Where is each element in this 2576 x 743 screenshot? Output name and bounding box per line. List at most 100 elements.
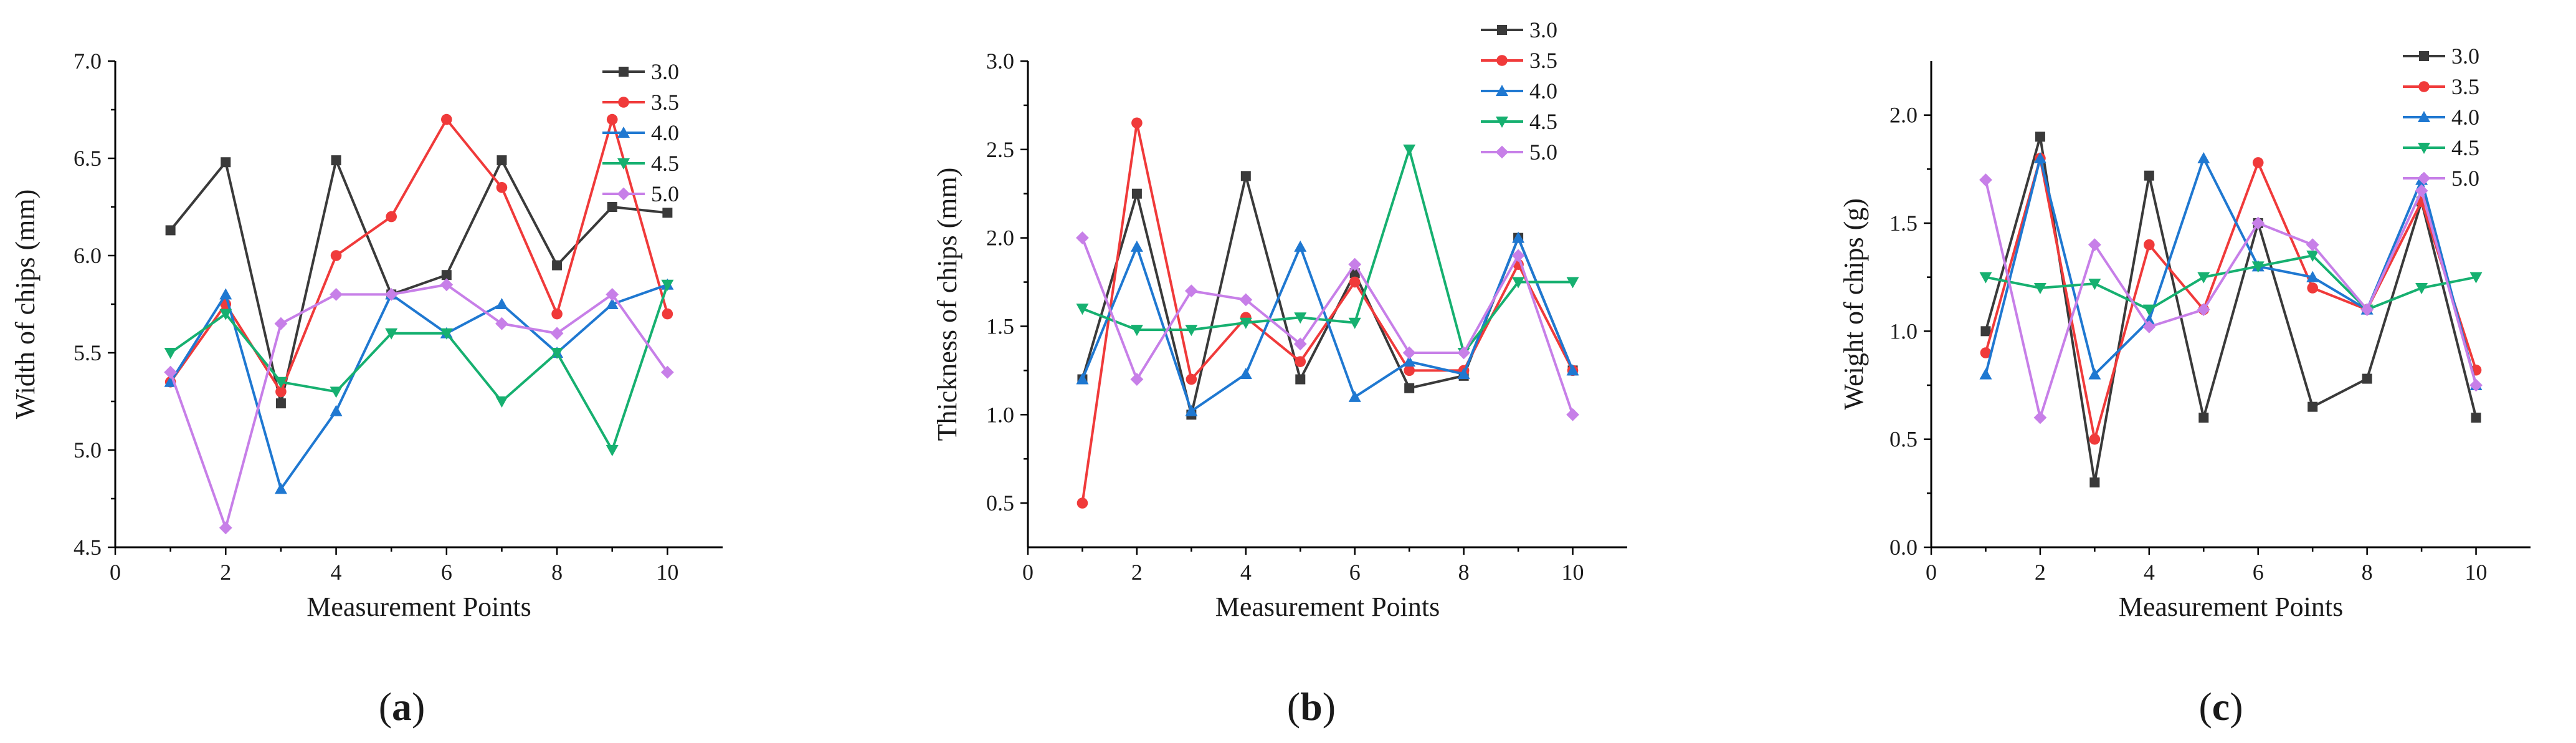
series-4.5 bbox=[164, 279, 674, 456]
data-point bbox=[1512, 231, 1525, 243]
data-point bbox=[1131, 117, 1143, 129]
legend-marker bbox=[1497, 25, 1507, 35]
series-line bbox=[1984, 158, 2478, 440]
data-point bbox=[1403, 144, 1416, 156]
y-axis-title: Width of chips (mm) bbox=[10, 189, 40, 419]
legend-marker bbox=[2418, 81, 2430, 92]
series-line bbox=[1985, 254, 2476, 312]
legend-marker bbox=[1496, 55, 1508, 66]
y-tick-label: 0.5 bbox=[986, 491, 1014, 515]
data-point bbox=[606, 113, 618, 125]
legend-label: 5.0 bbox=[2451, 166, 2479, 191]
x-tick-label: 2 bbox=[220, 560, 231, 585]
data-point bbox=[606, 288, 619, 301]
y-tick-label: 0.5 bbox=[1889, 427, 1918, 452]
data-point bbox=[2307, 401, 2318, 412]
data-point bbox=[1185, 325, 1198, 337]
data-point bbox=[2088, 238, 2101, 252]
data-point bbox=[441, 270, 452, 280]
data-point bbox=[1349, 276, 1361, 288]
series-line bbox=[1984, 136, 2478, 483]
data-point bbox=[1184, 284, 1198, 298]
data-point bbox=[2306, 238, 2319, 252]
data-point bbox=[2415, 184, 2428, 198]
data-point bbox=[2306, 251, 2319, 262]
y-tick-label: 1.0 bbox=[986, 402, 1014, 427]
series-line bbox=[1081, 237, 1574, 415]
legend-marker bbox=[2418, 111, 2430, 122]
legend: 3.0 3.5 4.0 4.5 5.0 bbox=[602, 59, 679, 206]
x-tick-label: 0 bbox=[1022, 560, 1034, 585]
data-point bbox=[2362, 373, 2372, 384]
x-tick-label: 2 bbox=[1131, 560, 1143, 585]
data-point bbox=[1295, 374, 1306, 385]
chart-panel-a: 0 2 4 6 8 10 4.5 5.0 5.5 6.0 6.5 7.0 Measurement Poi… bbox=[10, 49, 723, 729]
legend-label: 4.0 bbox=[651, 120, 679, 145]
series-line bbox=[1081, 145, 1573, 356]
data-point bbox=[2033, 152, 2046, 163]
data-point bbox=[551, 308, 563, 320]
data-point bbox=[2033, 283, 2046, 294]
legend-label: 4.0 bbox=[1529, 79, 1557, 103]
y-tick-label: 2.0 bbox=[986, 226, 1014, 251]
series-line bbox=[1081, 234, 1574, 413]
data-point bbox=[1402, 346, 1416, 360]
data-point bbox=[1403, 355, 1416, 367]
data-point bbox=[274, 482, 287, 494]
chart-panel-c: 0 2 4 6 8 10 0.0 0.5 1.0 1.5 2.0 Measurement Points… bbox=[1838, 44, 2531, 729]
data-point bbox=[1131, 188, 1142, 199]
data-point bbox=[1295, 356, 1306, 367]
data-point bbox=[1980, 326, 1991, 337]
legend-marker bbox=[619, 67, 629, 77]
legend-marker bbox=[617, 158, 630, 170]
data-point bbox=[497, 155, 507, 166]
data-point bbox=[606, 298, 619, 309]
legend-marker bbox=[617, 187, 630, 201]
x-tick-label: 8 bbox=[551, 560, 563, 585]
data-point bbox=[1076, 231, 1089, 245]
data-point bbox=[330, 405, 343, 416]
legend: 3.0 3.5 4.0 4.5 5.0 bbox=[2403, 44, 2479, 191]
data-point bbox=[1404, 383, 1415, 393]
data-point bbox=[330, 386, 343, 398]
data-point bbox=[164, 365, 178, 379]
series-line bbox=[1984, 155, 2478, 386]
y-axis-title: Thickness of chips (mm) bbox=[932, 168, 962, 441]
data-point bbox=[1457, 346, 1471, 360]
data-point bbox=[1294, 312, 1307, 324]
legend-label: 3.5 bbox=[2451, 74, 2479, 99]
data-point bbox=[2197, 152, 2210, 163]
data-point bbox=[1348, 257, 1362, 271]
data-point bbox=[2252, 157, 2264, 168]
data-point bbox=[2469, 378, 2483, 392]
series-line bbox=[169, 283, 668, 532]
y-tick-label: 0.0 bbox=[1889, 535, 1918, 560]
data-point bbox=[274, 317, 288, 330]
panel-label: (b) bbox=[1287, 684, 1336, 729]
data-point bbox=[495, 317, 508, 330]
legend-marker bbox=[1496, 85, 1508, 96]
x-tick-label: 8 bbox=[2362, 560, 2373, 585]
x-tick-label: 4 bbox=[1240, 560, 1252, 585]
data-point bbox=[1130, 373, 1144, 386]
data-point bbox=[550, 327, 564, 340]
legend-marker bbox=[1495, 145, 1509, 159]
series-4.0 bbox=[164, 278, 674, 494]
data-point bbox=[2415, 283, 2428, 294]
y-tick-label: 4.5 bbox=[74, 535, 102, 560]
data-point bbox=[2360, 303, 2374, 317]
data-point bbox=[165, 225, 176, 236]
legend-label: 3.5 bbox=[651, 90, 679, 115]
legend-label: 5.0 bbox=[651, 181, 679, 206]
legend-label: 4.0 bbox=[2451, 105, 2479, 130]
y-tick-label: 7.0 bbox=[74, 49, 102, 74]
data-point bbox=[496, 182, 508, 193]
series-line bbox=[169, 284, 669, 453]
data-point bbox=[606, 445, 619, 456]
data-point bbox=[1979, 173, 1992, 187]
data-point bbox=[164, 348, 177, 359]
legend-marker bbox=[2418, 143, 2430, 154]
data-point bbox=[2088, 368, 2101, 380]
x-tick-label: 6 bbox=[441, 560, 452, 585]
